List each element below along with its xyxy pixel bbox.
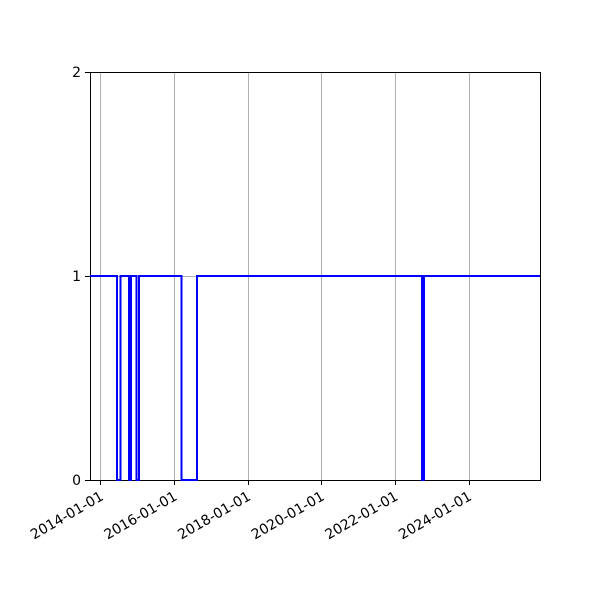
y-tick-label: 2 bbox=[72, 65, 81, 81]
y-tick-labels: 0 1 2 bbox=[72, 65, 81, 489]
tick-marks bbox=[85, 72, 470, 485]
x-tick-label: 2018-01-01 bbox=[175, 489, 253, 544]
data-step-line bbox=[90, 275, 540, 481]
x-tick-label: 2014-01-01 bbox=[28, 489, 106, 544]
x-tick-label: 2022-01-01 bbox=[323, 489, 401, 544]
y-tick-label: 1 bbox=[72, 269, 81, 285]
x-tick-label: 2024-01-01 bbox=[396, 489, 474, 544]
x-tick-labels: 2014-01-012016-01-012018-01-012020-01-01… bbox=[28, 489, 475, 544]
x-tick-label: 2016-01-01 bbox=[102, 489, 180, 544]
y-tick-label: 0 bbox=[72, 473, 81, 489]
x-tick-label: 2020-01-01 bbox=[249, 489, 327, 544]
